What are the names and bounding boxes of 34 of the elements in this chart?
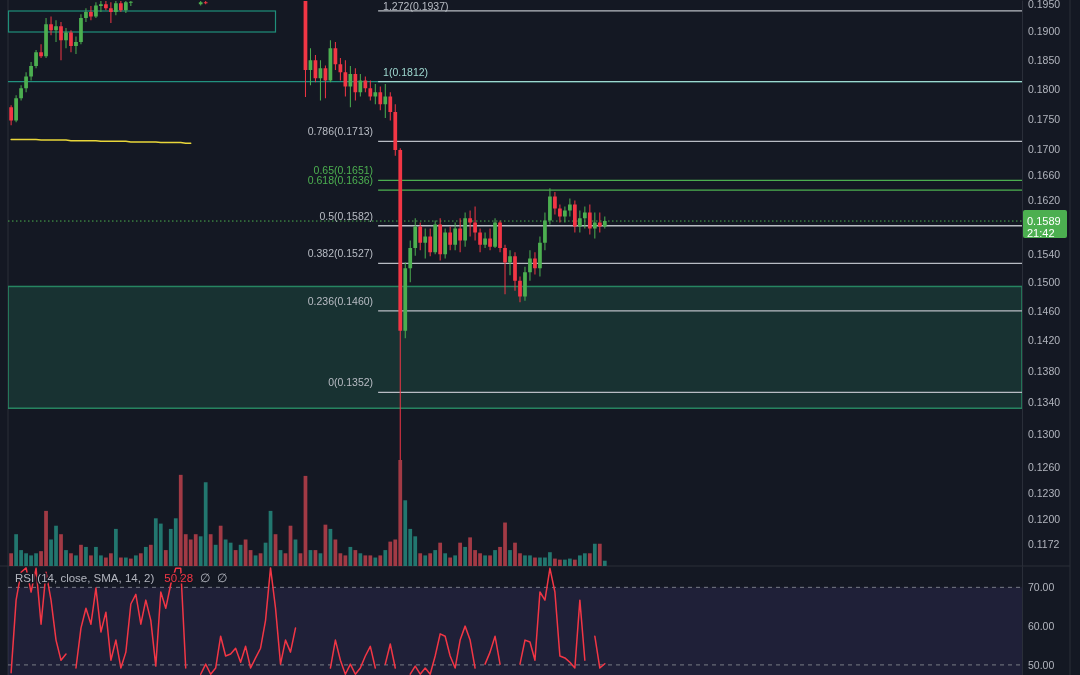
ref-line-label: 0.382(0.1527)	[307, 247, 374, 260]
annotation: ∅	[200, 572, 211, 584]
y-tick-label: 0.1200	[1028, 512, 1061, 525]
y-tick-label: 0.1700	[1028, 143, 1061, 156]
y-tick-label: 0.1540	[1028, 248, 1061, 261]
text: 21:42	[1027, 226, 1055, 239]
ref-line-label: 0.1589	[1027, 214, 1061, 227]
y-tick-label: 50.00	[1028, 658, 1055, 671]
y-tick-label: 0.1660	[1028, 168, 1061, 181]
ref-line-label: 0.5(0.1582)	[319, 209, 374, 222]
y-tick-label: 70.00	[1028, 581, 1055, 594]
ref-line-label: 0(0.1352)	[328, 376, 374, 389]
y-tick-label: 0.1750	[1028, 112, 1061, 125]
y-tick-label: 0.1260	[1028, 461, 1061, 474]
ref-line-label: 1(0.1812)	[383, 65, 429, 78]
y-tick-label: 0.1620	[1028, 194, 1061, 207]
y-tick-label: 0.1850	[1028, 53, 1061, 66]
y-tick-label: 0.1172	[1028, 537, 1060, 550]
y-tick-label: 0.1800	[1028, 82, 1061, 95]
y-tick-label: 0.1500	[1028, 276, 1061, 289]
ref-line-label: 0.65(0.1651)	[313, 164, 374, 177]
y-tick-label: 60.00	[1028, 619, 1055, 632]
y-tick-label: 0.1900	[1028, 25, 1061, 38]
y-tick-label: 0.1300	[1028, 427, 1061, 440]
y-tick-label: 0.1230	[1028, 486, 1061, 499]
y-tick-label: 0.1420	[1028, 334, 1061, 347]
y-tick-label: 0.1460	[1028, 304, 1061, 317]
ref-line-label: 0.236(0.1460)	[307, 294, 374, 307]
ref-line-label: 0.786(0.1713)	[307, 125, 374, 138]
annotation: ∅	[217, 572, 228, 584]
ref-line-label: 1.272(0.1937)	[383, 0, 449, 12]
y-tick-label: 0.1380	[1028, 364, 1061, 377]
y-tick-label: 0.1340	[1028, 395, 1061, 408]
y-tick-label: 0.1950	[1028, 0, 1061, 10]
